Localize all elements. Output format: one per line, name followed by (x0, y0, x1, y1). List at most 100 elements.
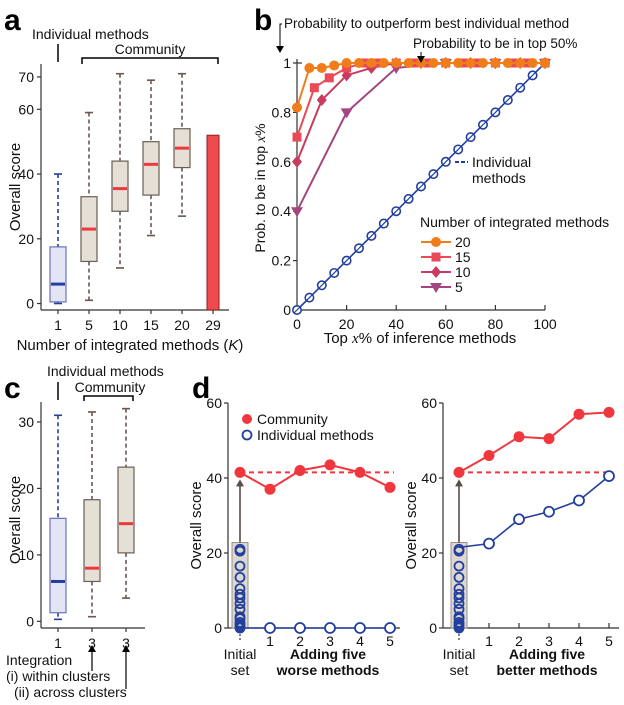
individual-point-slash (504, 96, 512, 104)
legend-item-10: 10 (421, 264, 471, 280)
annotation-community: Community (115, 41, 186, 57)
y-tick-label: 0.4 (272, 203, 292, 219)
box-iqr (117, 466, 135, 554)
community-line (458, 411, 610, 474)
y-tick-label: 40 (18, 166, 34, 182)
individual-point-slash (442, 158, 450, 166)
panel-label-d: d (192, 372, 210, 405)
annotation-individual-methods: Individual methods (32, 26, 149, 42)
individual-point (543, 505, 555, 518)
annotation-individual: Individual (472, 154, 531, 170)
subplot-title: Adding five (290, 646, 366, 662)
panel-label-c: c (4, 372, 21, 405)
legend-label: 10 (455, 264, 471, 280)
individual-point (513, 513, 525, 526)
point-square (431, 252, 441, 262)
point-circle (431, 237, 441, 247)
legend-label: 15 (455, 249, 471, 265)
box-1 (49, 414, 67, 621)
box-15 (142, 79, 160, 237)
point-circle (540, 58, 550, 68)
point-circle (453, 58, 464, 68)
x-tick-label: 5 (386, 633, 394, 649)
point-circle (428, 58, 439, 68)
community-bracket (83, 395, 134, 401)
x-tick-label: 2 (296, 633, 304, 649)
x-tick-label: 40 (388, 316, 404, 332)
arrow-head (236, 479, 244, 487)
individual-point-slash (367, 232, 375, 240)
point-triangle (340, 108, 353, 119)
y-axis-label: Overall score (7, 476, 24, 564)
individual-point-slash (491, 108, 499, 116)
x-tick-label: 4 (356, 633, 364, 649)
individual-point-slash (529, 71, 537, 79)
community-point (513, 431, 525, 443)
individual-point-slash (380, 220, 388, 227)
y-label-end: % (252, 123, 268, 135)
point-circle (366, 58, 377, 68)
y-axis-label: Prob. to be in top x% (252, 123, 269, 252)
legend-item-15: 15 (421, 249, 471, 265)
y-tick-label: 10 (18, 547, 34, 563)
legend-individual-marker (241, 429, 253, 441)
y-tick-label: 30 (18, 414, 34, 430)
y-tick-label: 60 (18, 101, 34, 117)
legend-item-5: 5 (421, 279, 463, 295)
y-tick-label: 40 (206, 470, 222, 486)
annotation-top50: Probability to be in top 50% (413, 36, 577, 51)
community-line (239, 463, 391, 491)
point-circle (391, 58, 402, 68)
annotation-outperform-leader (279, 23, 282, 48)
y-tick-label: 0 (283, 302, 291, 318)
annotation-outperform: Probability to outperform best individua… (284, 16, 569, 31)
point-circle (515, 58, 526, 68)
individual-point (294, 622, 306, 634)
x-label-var: x (351, 331, 359, 347)
y-tick-label: 0.6 (272, 154, 292, 170)
y-tick-label: 60 (421, 395, 437, 411)
y-tick-label: 40 (421, 470, 437, 486)
initial-set-label: Initial (443, 646, 476, 662)
x-tick-label: 3 (88, 635, 96, 651)
point-triangle (291, 207, 303, 218)
point-circle (316, 62, 327, 73)
point-diamond (292, 155, 302, 168)
x-tick-label: 20 (174, 317, 190, 333)
individual-point-slash (305, 294, 313, 302)
annotation-individual-methods: Individual methods (47, 363, 164, 379)
individual-point (453, 622, 465, 634)
x-tick-label: 10 (112, 317, 128, 333)
individual-point-slash (417, 183, 425, 190)
y-axis-label: Overall score (403, 481, 420, 569)
subplot-title-2: better methods (496, 662, 597, 678)
x-tick-label: 3 (122, 635, 130, 651)
legend-item-20: 20 (421, 234, 471, 250)
individual-point (384, 622, 396, 634)
box-10 (111, 72, 129, 269)
x-tick-label: 15 (143, 317, 159, 333)
box-1 (49, 173, 67, 305)
x-tick-label: 0 (293, 316, 301, 332)
box-3 (83, 411, 101, 618)
x-tick-label: 3 (326, 633, 334, 649)
individual-point (234, 598, 246, 610)
community-point (354, 466, 366, 478)
legend-title: Number of integrated methods (420, 214, 609, 230)
point-circle (378, 58, 389, 68)
x-axis-label-var: K (228, 337, 239, 354)
legend-community-marker (242, 414, 252, 424)
initial-set-label: Initial (224, 646, 257, 662)
individual-point (234, 571, 246, 583)
series-5 (291, 59, 551, 218)
point-square (324, 73, 334, 83)
individual-point (264, 622, 276, 634)
community-point (384, 481, 396, 493)
point-circle (465, 58, 476, 68)
arrow-head (417, 56, 425, 63)
community-bracket (81, 57, 219, 64)
